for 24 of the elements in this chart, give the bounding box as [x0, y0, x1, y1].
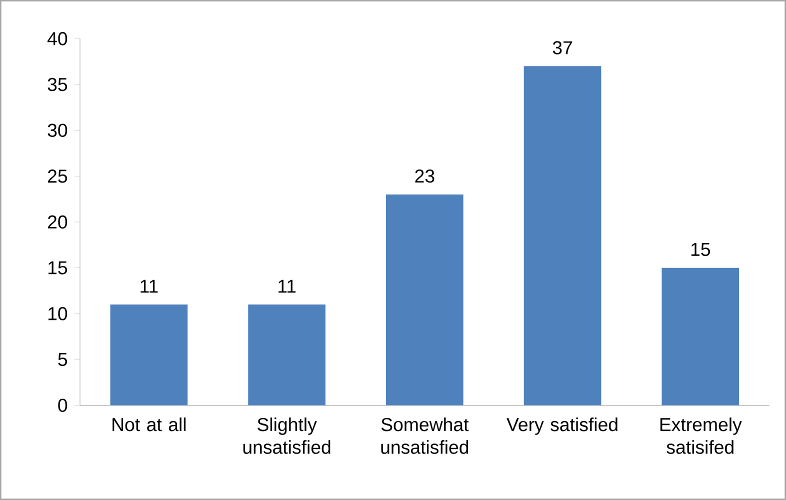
y-tick-label: 10 — [48, 307, 68, 320]
bar — [248, 304, 326, 406]
data-label: 15 — [691, 242, 710, 256]
x-tick-label: Not at all — [112, 417, 186, 432]
bar — [662, 268, 740, 406]
y-tick-label: 15 — [48, 261, 68, 274]
bar — [110, 304, 188, 406]
y-tick-label: 0 — [58, 398, 68, 412]
data-label: 37 — [552, 41, 572, 54]
y-tick-label: 5 — [58, 352, 68, 366]
data-label: 23 — [415, 169, 434, 183]
x-tick-label: Very satisfied — [506, 417, 618, 435]
y-tick-label: 30 — [48, 124, 68, 137]
y-tick-label: 25 — [48, 170, 68, 183]
x-tick-label: Slightly unsatisfied — [243, 417, 330, 454]
x-tick-label: Somewhat unsatisfied — [381, 417, 469, 454]
data-label: 11 — [140, 280, 158, 293]
y-tick-label: 40 — [47, 32, 68, 46]
data-label: 11 — [278, 280, 296, 293]
bar — [386, 194, 464, 406]
y-tick-label: 20 — [48, 215, 68, 229]
y-tick-label: 35 — [48, 78, 68, 92]
x-tick-label: Extremely satisifed — [660, 417, 742, 454]
bar — [524, 66, 602, 406]
